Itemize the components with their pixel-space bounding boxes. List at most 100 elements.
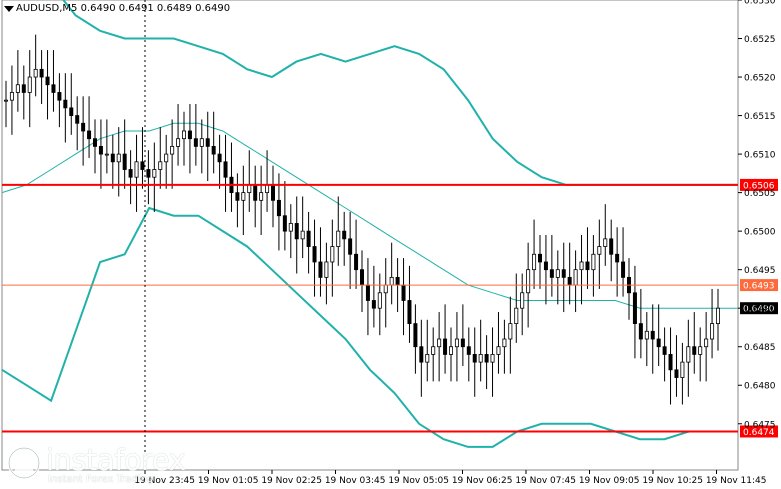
candle-body [656,338,661,348]
candle-body [680,361,685,378]
candle-body [532,253,537,271]
candle-body [21,84,26,93]
candle-body [632,292,637,325]
candle-body [170,145,175,155]
candle-body [324,261,329,278]
candle-body [692,346,697,355]
candle-body [567,276,572,286]
candle-body [377,292,382,309]
candle-body [63,99,68,109]
collapse-triangle-icon[interactable] [4,6,14,12]
candle-body [128,169,133,178]
candle-body [621,261,626,278]
candle-body [472,354,477,363]
candle-body [716,307,721,325]
candle-body [330,246,335,263]
candle-body [431,346,436,355]
candle-body [93,138,98,147]
candle-body [187,130,192,140]
candle-body [241,192,246,201]
candle-body [306,230,311,247]
candle-body [644,330,649,340]
watermark-brand: instaforex [46,443,186,477]
candles [4,34,721,405]
horizontal-levels: 0.6506 0.6493 0.6474 0.6490 [2,178,778,438]
candle-body [336,230,341,247]
x-tick-label: 19 Nov 07:45 [515,476,576,486]
candle-body [579,261,584,271]
candle-body [585,261,590,271]
candle-body [312,246,317,263]
y-tick-label: 0.6480 [744,382,776,392]
candle-body [253,184,258,201]
plot-frame [1,0,739,471]
candle-body [698,346,703,355]
candle-body [650,330,655,340]
x-tick-label: 19 Nov 09:05 [579,476,640,486]
candle-body [466,346,471,355]
candle-body [662,346,667,355]
y-tick-label: 0.6505 [744,189,776,199]
candle-body [288,223,293,232]
candle-body [342,230,347,240]
candle-body [668,354,673,371]
candle-body [276,199,281,217]
candle-body [140,161,145,170]
candle-body [282,215,287,232]
level-price-tag [740,279,778,292]
candle-body [407,300,412,325]
candle-body [371,300,376,309]
level-price-label: 0.6493 [743,282,775,292]
candle-body [638,323,643,340]
candle-body [45,76,50,86]
y-tick-label: 0.6485 [744,343,776,353]
candle-body [75,115,80,124]
candle-body [508,323,513,340]
y-tick-label: 0.6490 [744,305,776,315]
candle-body [597,246,602,255]
level-price-label: 0.6506 [743,181,775,191]
x-tick-label: 19 Nov 23:45 [134,476,195,486]
candle-body [176,138,181,147]
candle-body [704,338,709,348]
candle-body [413,323,418,348]
candle-body [448,346,453,355]
candle-body [490,354,495,363]
candle-body [211,145,216,155]
candle-body [193,138,198,147]
candle-body [318,261,323,278]
level-price-tag [740,425,778,438]
candle-body [205,138,210,147]
candle-body [615,253,620,263]
x-tick-label: 19 Nov 01:05 [198,476,259,486]
candle-body [104,153,109,156]
candle-body [520,292,525,309]
candle-body [15,84,20,93]
candle-body [348,238,353,255]
candle-body [270,184,275,201]
candle-body [164,153,169,163]
candle-body [573,269,578,286]
candle-body [4,99,9,102]
candle-body [543,261,548,271]
candle-body [158,161,163,170]
watermark-tagline: Instant Forex Trading [48,474,154,485]
y-tick-label: 0.6495 [744,266,776,276]
candle-body [484,354,489,363]
y-tick-label: 0.6530 [744,0,776,7]
x-tick-label: 19 Nov 06:25 [452,476,513,486]
candle-body [555,269,560,278]
bollinger-bands [1,0,738,448]
candle-body [710,323,715,340]
chart-grid [1,0,739,471]
candle-body [87,130,92,140]
x-tick-label: 19 Nov 05:05 [388,476,449,486]
level-price-label: 0.6474 [743,428,775,438]
candle-body [354,253,359,271]
candle-body [686,346,691,363]
candle-body [116,153,121,163]
candle-body [454,338,459,348]
candle-body [443,338,448,355]
